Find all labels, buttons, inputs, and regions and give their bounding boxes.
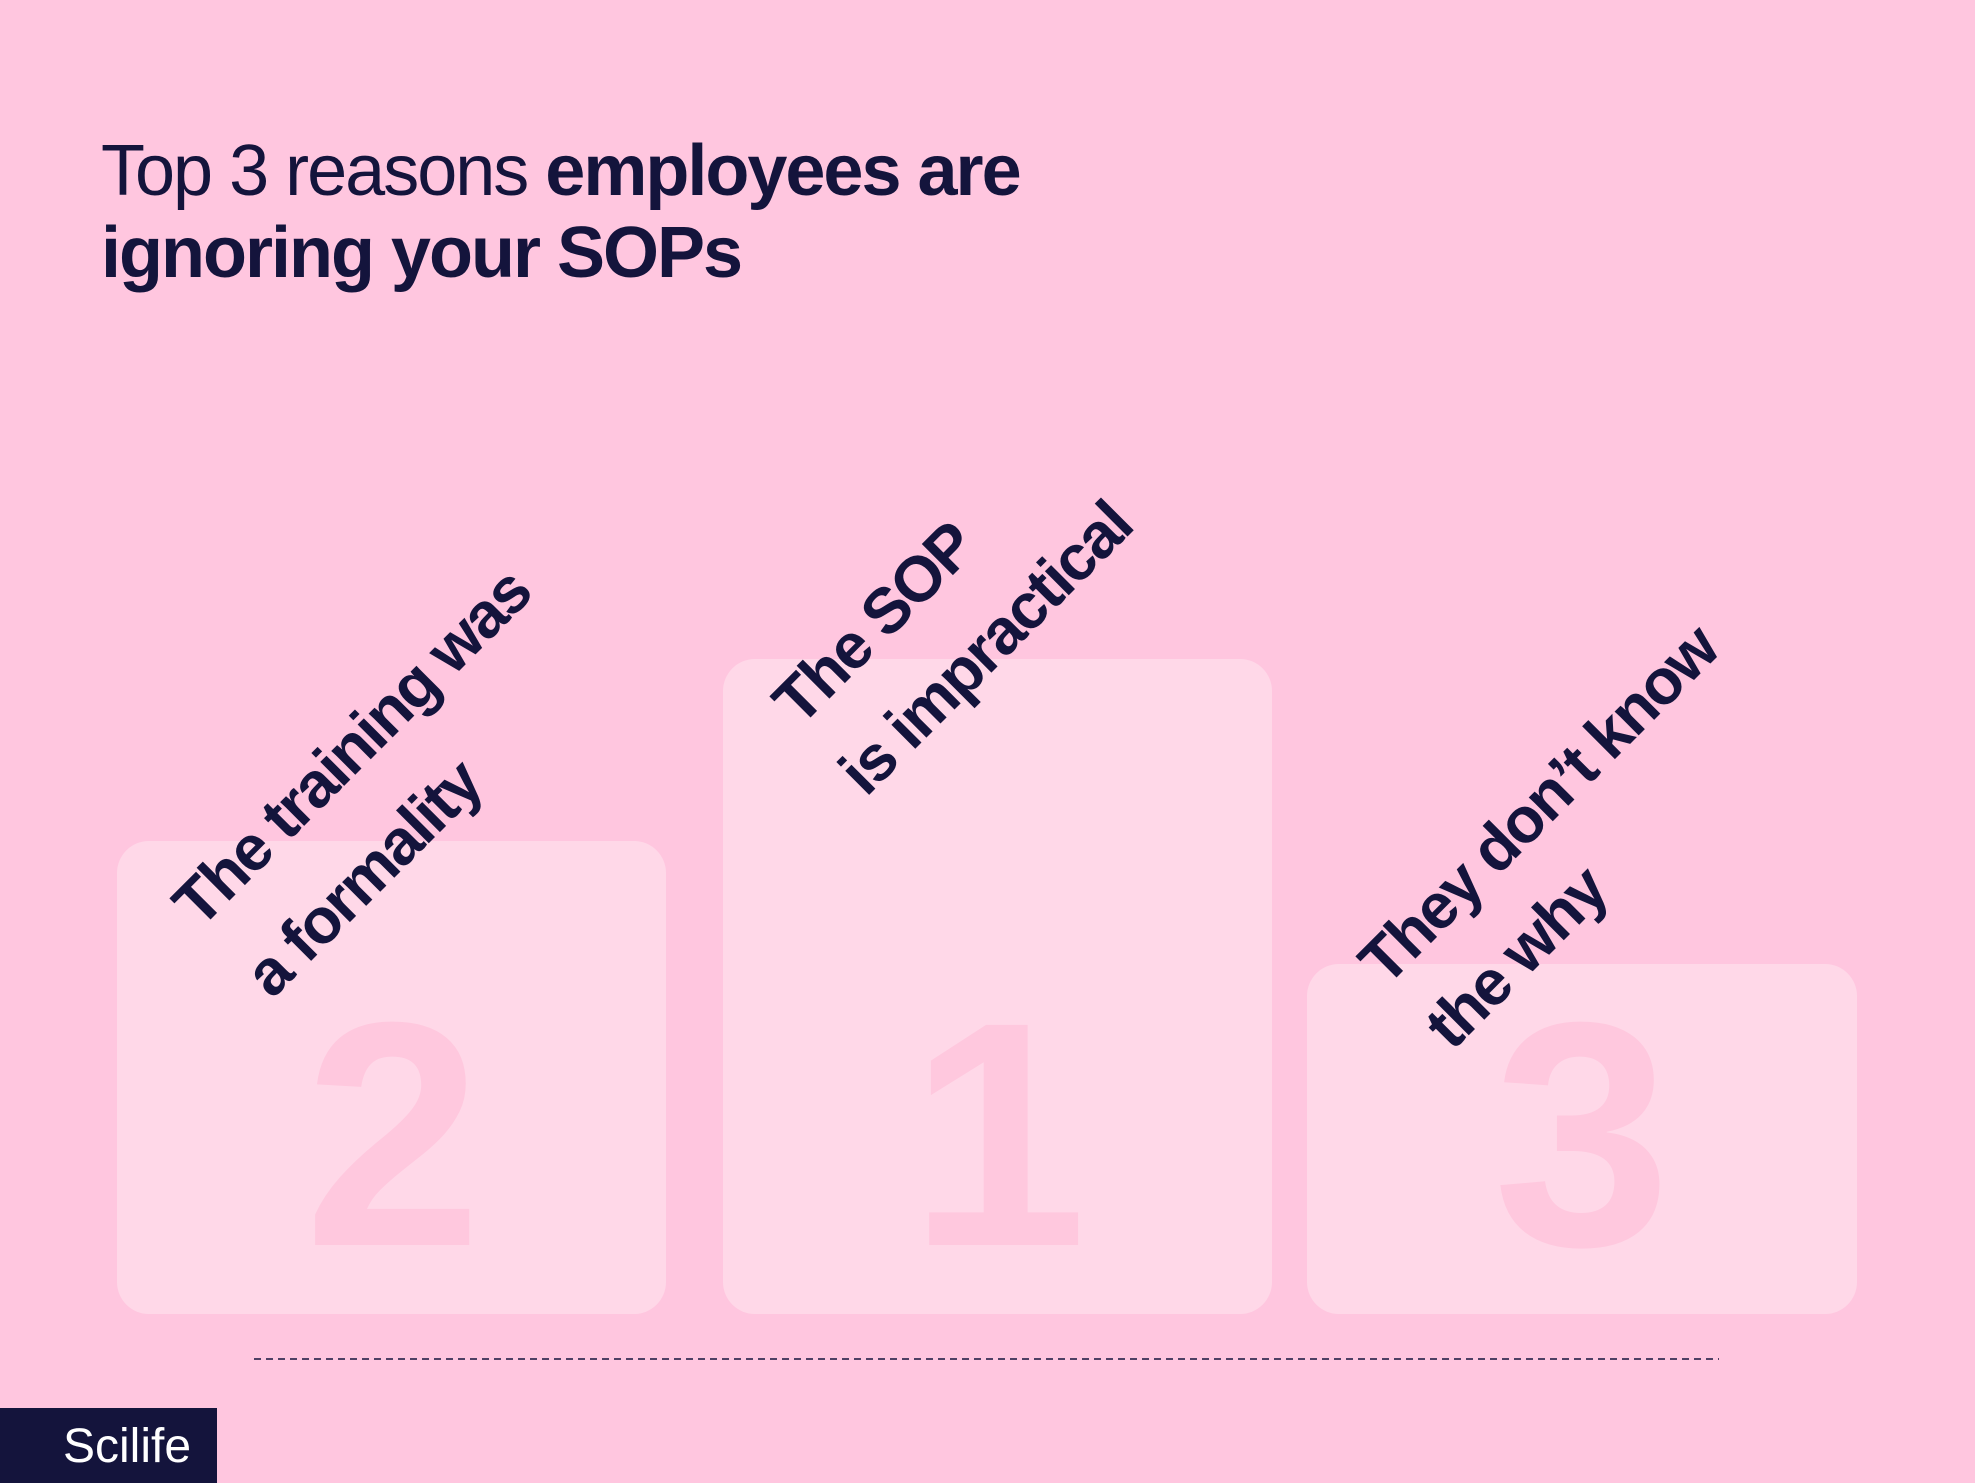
podium-block: [723, 659, 1272, 1314]
rank-number: 3: [1493, 955, 1671, 1313]
title-bold: employees are: [545, 131, 1019, 211]
title-regular: Top 3 reasons: [101, 131, 545, 211]
rank-number: 2: [304, 955, 482, 1313]
title-line-1: Top 3 reasons employees are: [101, 131, 1020, 211]
podium-block: [1307, 964, 1857, 1314]
podium-block: [117, 841, 666, 1314]
rank-number: 1: [909, 955, 1087, 1313]
brand-box: [0, 1408, 217, 1483]
title-line-2: ignoring your SOPs: [101, 213, 741, 293]
brand-name: Scilife: [63, 1420, 191, 1473]
